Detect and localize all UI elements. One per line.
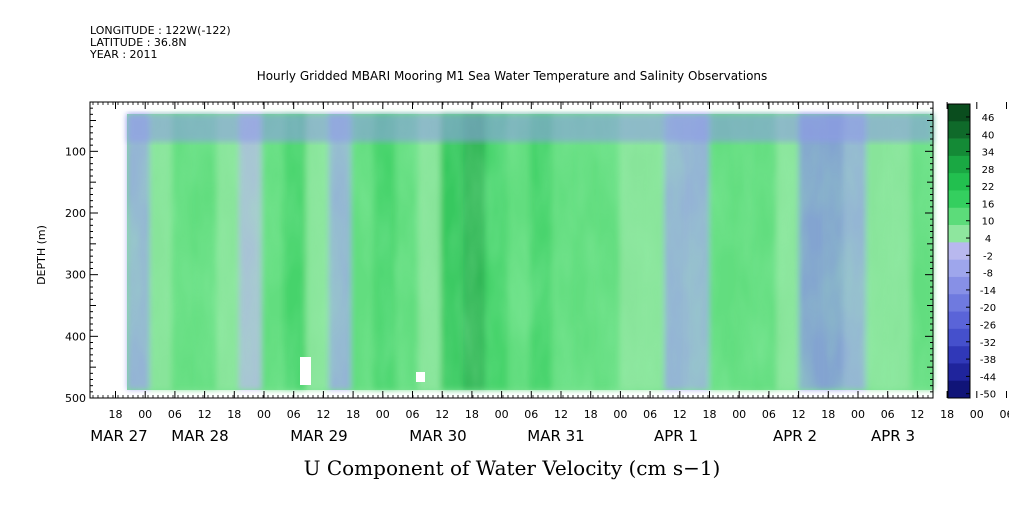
x-hour-label: 12 (910, 408, 924, 421)
x-axis-label: U Component of Water Velocity (cm s−1) (304, 456, 721, 480)
x-hour-label: 06 (881, 408, 895, 421)
y-tick-label: 200 (65, 207, 86, 220)
missing-data-patch-2 (416, 372, 425, 382)
x-hour-label: 06 (168, 408, 182, 421)
x-hour-label: 18 (227, 408, 241, 421)
x-date-label: MAR 31 (527, 427, 584, 445)
x-date-label: MAR 28 (171, 427, 228, 445)
x-date-label: APR 3 (871, 427, 915, 445)
x-hour-label: 06 (524, 408, 538, 421)
x-hour-label: 06 (406, 408, 420, 421)
x-hour-label: 18 (109, 408, 123, 421)
x-date-label: MAR 30 (409, 427, 466, 445)
x-hour-label: 18 (346, 408, 360, 421)
colorbar-label: -20 (980, 303, 996, 314)
x-hour-label: 12 (673, 408, 687, 421)
x-hour-label: 12 (554, 408, 568, 421)
colorbar-swatch (948, 312, 970, 330)
colorbar-label: 40 (982, 130, 995, 141)
colorbar-swatch (948, 294, 970, 312)
colorbar-label: -38 (980, 355, 996, 366)
colorbar-label: 16 (982, 199, 995, 210)
x-date-label: APR 2 (773, 427, 817, 445)
colorbar-label: 28 (982, 165, 995, 176)
x-hour-label: 18 (703, 408, 717, 421)
colorbar-swatch (948, 190, 970, 208)
colorbar-label: 22 (982, 182, 995, 193)
x-hour-label: 18 (584, 408, 598, 421)
x-hour-label: 06 (1000, 408, 1009, 421)
colorbar-swatch (948, 260, 970, 278)
x-hour-label: 12 (792, 408, 806, 421)
colorbar-label: -26 (980, 321, 996, 332)
x-hour-label: 00 (851, 408, 865, 421)
colorbar-swatch (948, 139, 970, 157)
colorbar-swatch (948, 208, 970, 226)
x-hour-label: 00 (376, 408, 390, 421)
x-date-label: MAR 29 (290, 427, 347, 445)
x-hour-label: 00 (732, 408, 746, 421)
colorbar-label: -14 (980, 286, 996, 297)
x-hour-label: 00 (495, 408, 509, 421)
colorbar-swatch (948, 156, 970, 174)
x-hour-label: 18 (821, 408, 835, 421)
colorbar-label: 4 (985, 234, 991, 245)
colorbar-swatch (948, 363, 970, 381)
x-hour-label: 00 (613, 408, 627, 421)
y-tick-label: 500 (65, 392, 86, 405)
y-tick-label: 100 (65, 145, 86, 158)
surface-negative-band (127, 114, 933, 142)
x-hour-label: 12 (316, 408, 330, 421)
colorbar-swatch (948, 346, 970, 364)
colorbar-swatch (948, 121, 970, 139)
colorbar: 46 40 34 28 22 16 10 4 -2 -8 -14 -20 -26 -32 -38 -44 -50 (948, 104, 996, 401)
heatmap-area (90, 102, 934, 398)
colorbar-label: -2 (983, 251, 993, 262)
colorbar-label: 34 (982, 148, 995, 159)
colorbar-swatch (948, 381, 970, 399)
y-axis-label: DEPTH (m) (35, 225, 48, 285)
colorbar-label: 10 (982, 217, 995, 228)
y-tick-label: 400 (65, 330, 86, 343)
colorbar-label: 46 (982, 113, 995, 124)
colorbar-label: -32 (980, 338, 996, 349)
colorbar-swatch (948, 242, 970, 260)
x-hour-label: 06 (762, 408, 776, 421)
x-hour-label: 06 (643, 408, 657, 421)
colorbar-label: -8 (983, 269, 993, 280)
heatmap-texture (127, 114, 933, 390)
x-hour-label: 00 (138, 408, 152, 421)
year-label: YEAR : 2011 (89, 48, 158, 61)
colorbar-label: -50 (980, 390, 996, 401)
y-tick-label: 300 (65, 269, 86, 282)
x-hour-label: 18 (940, 408, 954, 421)
x-date-label: APR 1 (654, 427, 698, 445)
x-date-label: MAR 27 (90, 427, 147, 445)
colorbar-label: -44 (980, 372, 996, 383)
x-hour-label: 00 (257, 408, 271, 421)
colorbar-swatch (948, 173, 970, 191)
x-hour-label: 12 (198, 408, 212, 421)
x-hour-label: 12 (435, 408, 449, 421)
x-hour-label: 00 (970, 408, 984, 421)
x-hour-label: 06 (287, 408, 301, 421)
x-hour-label: 18 (465, 408, 479, 421)
colorbar-swatch (948, 104, 970, 122)
colorbar-swatch (948, 225, 970, 243)
missing-data-patch-1 (300, 357, 311, 385)
chart-title: Hourly Gridded MBARI Mooring M1 Sea Wate… (257, 69, 768, 83)
colorbar-swatch (948, 277, 970, 295)
colorbar-swatch (948, 329, 970, 347)
